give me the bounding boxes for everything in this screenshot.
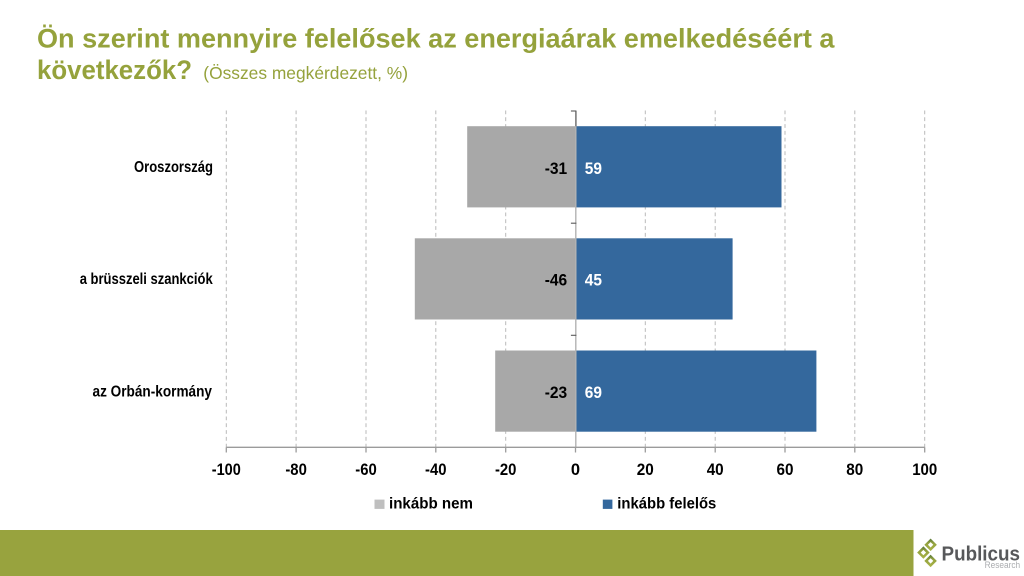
- svg-text:100: 100: [912, 461, 937, 479]
- svg-text:59: 59: [585, 160, 602, 178]
- svg-text:Oroszország: Oroszország: [134, 159, 213, 176]
- svg-text:20: 20: [637, 461, 654, 479]
- svg-text:Research: Research: [985, 560, 1021, 570]
- svg-text:0: 0: [571, 461, 580, 479]
- svg-text:-40: -40: [425, 461, 447, 479]
- svg-text:a brüsszeli szankciók: a brüsszeli szankciók: [80, 271, 213, 288]
- svg-text:-100: -100: [212, 461, 241, 479]
- svg-text:következők?: következők?: [37, 55, 192, 85]
- svg-text:-60: -60: [355, 461, 377, 479]
- svg-text:Publicus: Publicus: [942, 543, 1021, 566]
- svg-text:Ön szerint mennyire felelősek: Ön szerint mennyire felelősek az energia…: [37, 24, 835, 54]
- svg-text:-80: -80: [285, 461, 307, 479]
- svg-text:60: 60: [777, 461, 794, 479]
- svg-text:-46: -46: [545, 272, 568, 290]
- svg-text:40: 40: [707, 461, 724, 479]
- svg-text:-31: -31: [545, 160, 568, 178]
- svg-text:(Összes megkérdezett, %): (Összes megkérdezett, %): [203, 63, 408, 83]
- svg-text:45: 45: [585, 272, 602, 290]
- svg-text:inkább nem: inkább nem: [389, 496, 473, 513]
- svg-text:az Orbán-kormány: az Orbán-kormány: [93, 383, 213, 400]
- svg-text:-20: -20: [495, 461, 517, 479]
- svg-text:80: 80: [846, 461, 863, 479]
- svg-text:inkább felelős: inkább felelős: [617, 496, 716, 513]
- svg-text:-23: -23: [545, 384, 568, 402]
- svg-text:69: 69: [585, 384, 602, 402]
